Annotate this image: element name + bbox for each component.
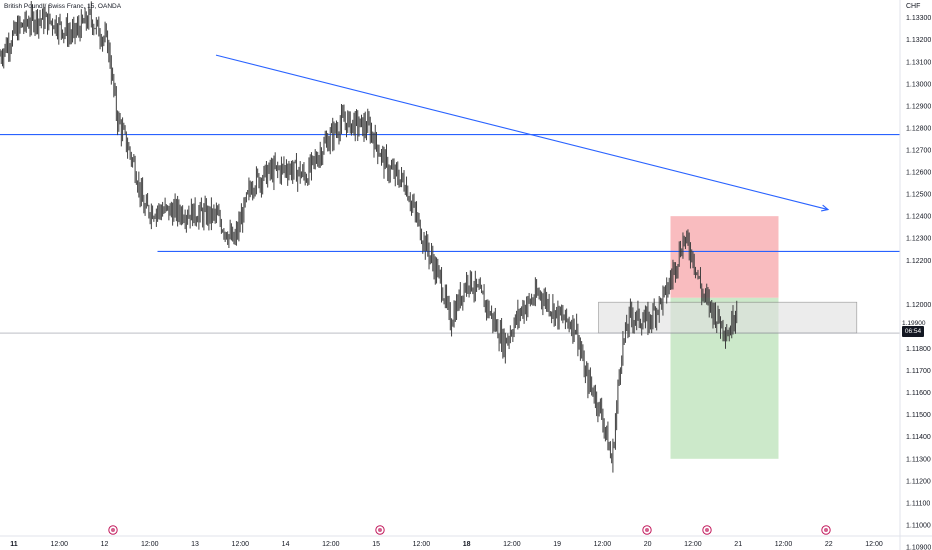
price-tick-label: 1.11600 <box>906 390 931 397</box>
price-tick-label: 1.11500 <box>906 412 931 419</box>
time-tick-label: 12:00 <box>50 541 68 548</box>
event-markers <box>108 525 831 535</box>
time-tick-label: 12:00 <box>322 541 340 548</box>
time-tick-label: 12:00 <box>594 541 612 548</box>
event-icon-dot <box>645 528 649 532</box>
price-tick-label: 1.13000 <box>906 81 931 88</box>
price-tick-label: 1.12600 <box>906 170 931 177</box>
time-tick-label: 12:00 <box>865 541 883 548</box>
price-tick-label: 1.12800 <box>906 125 931 132</box>
time-tick-label: 13 <box>191 541 199 548</box>
price-tick-label: 1.11000 <box>906 522 931 529</box>
price-axis[interactable]: 1.13300 1.13200 1.13100 1.13000 1.12900 1.128… <box>899 0 931 550</box>
time-tick-label: 19 <box>553 541 561 548</box>
price-tick-label: 1.12200 <box>906 258 931 265</box>
price-tick-label: 1.11300 <box>906 456 931 463</box>
price-tick-label: 1.12700 <box>906 147 931 154</box>
price-tick-label: 1.12000 <box>906 302 931 309</box>
event-icon-dot <box>378 528 382 532</box>
price-tick-label: 1.13100 <box>906 59 931 66</box>
time-tick-label: 11 <box>10 541 18 548</box>
price-tick-label: 1.11700 <box>906 368 931 375</box>
time-tick-label: 18 <box>463 541 471 548</box>
countdown-tag: 06:54 <box>902 326 924 337</box>
time-tick-label: 12:00 <box>503 541 521 548</box>
time-tick-label: 14 <box>282 541 290 548</box>
price-tick-label: 1.11100 <box>906 500 930 507</box>
price-tick-label: 1.13300 <box>906 15 931 22</box>
time-tick-label: 12:00 <box>775 541 793 548</box>
time-tick-label: 12:00 <box>232 541 250 548</box>
trend-line <box>215 54 829 211</box>
position-zones <box>598 216 858 459</box>
time-tick-label: 15 <box>372 541 380 548</box>
stop-loss-zone <box>670 216 779 298</box>
time-tick-label: 12:00 <box>684 541 702 548</box>
time-tick-label: 21 <box>734 541 742 548</box>
event-icon-dot <box>111 528 115 532</box>
order-block-zone <box>598 301 858 334</box>
time-tick-label: 22 <box>825 541 833 548</box>
price-tick-label: 1.11800 <box>906 346 931 353</box>
last-price-label: 1.19900 <box>902 320 926 327</box>
event-icon-dot <box>824 528 828 532</box>
trend-line-arrowhead <box>821 204 830 212</box>
price-tick-label: 1.10900 <box>906 545 931 550</box>
event-icon-dot <box>705 528 709 532</box>
price-tick-label: 1.12300 <box>906 236 931 243</box>
candle-series <box>0 1 738 473</box>
time-tick-label: 20 <box>644 541 652 548</box>
time-tick-label: 12 <box>101 541 109 548</box>
price-tick-label: 1.12400 <box>906 214 931 221</box>
time-tick-label: 12:00 <box>413 541 431 548</box>
time-axis[interactable]: 11 12:00 12 12:00 13 12:00 14 12:00 15 12:00 18 12:… <box>0 535 932 548</box>
price-tick-label: 1.12500 <box>906 192 931 199</box>
price-tick-label: 1.13200 <box>906 37 931 44</box>
symbol-title: British Pound / Swiss Franc, 15, OANDA <box>4 3 122 10</box>
price-tick-label: 1.12900 <box>906 103 931 110</box>
price-tick-label: 1.11400 <box>906 434 931 441</box>
currency-label[interactable]: CHF <box>906 3 921 10</box>
time-tick-label: 12:00 <box>141 541 159 548</box>
drawing-lines <box>0 54 900 334</box>
price-tick-label: 1.11200 <box>906 478 931 485</box>
